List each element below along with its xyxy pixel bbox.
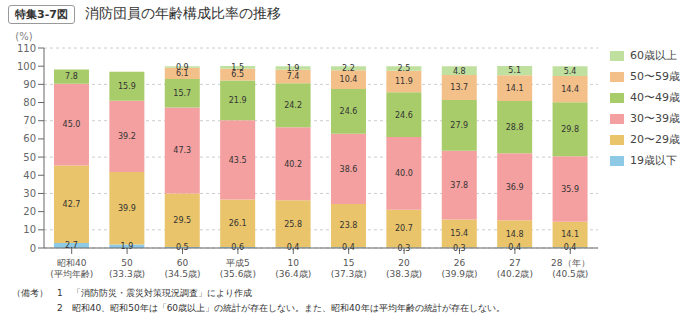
svg-text:2.7: 2.7 xyxy=(65,241,78,250)
svg-text:15(37.3歳): 15(37.3歳) xyxy=(331,258,367,279)
svg-text:27.9: 27.9 xyxy=(450,121,468,130)
svg-text:15.4: 15.4 xyxy=(450,229,468,238)
svg-text:26.1: 26.1 xyxy=(229,219,247,228)
html-text:消防団員の年齢構成比率の推移: 消防団員の年齢構成比率の推移 xyxy=(84,5,281,21)
svg-text:14.1: 14.1 xyxy=(561,230,579,239)
svg-text:24.6: 24.6 xyxy=(340,107,358,116)
svg-text:20(38.3歳): 20(38.3歳) xyxy=(386,258,422,279)
svg-text:42.7: 42.7 xyxy=(63,200,81,209)
svg-text:24.6: 24.6 xyxy=(395,111,413,120)
svg-text:0.9: 0.9 xyxy=(176,63,189,72)
svg-text:昭和40(平均年齢): 昭和40(平均年齢) xyxy=(50,258,93,279)
svg-text:平成5(35.6歳): 平成5(35.6歳) xyxy=(220,258,256,279)
svg-text:14.4: 14.4 xyxy=(561,85,579,94)
svg-text:14.8: 14.8 xyxy=(506,230,524,239)
svg-text:36.9: 36.9 xyxy=(506,183,524,192)
html-text:2 昭和40、昭和50年は「60歳以上」の統計が存在しない。: 2 昭和40、昭和50年は「60歳以上」の統計が存在しない。また、昭和40年は平… xyxy=(12,303,505,313)
html-text:特集3-7図: 特集3-7図 xyxy=(15,7,68,21)
svg-text:15.7: 15.7 xyxy=(173,89,191,98)
svg-text:6.5: 6.5 xyxy=(231,70,244,80)
svg-text:10: 10 xyxy=(23,224,36,235)
svg-text:5.4: 5.4 xyxy=(564,67,577,76)
svg-text:(%): (%) xyxy=(15,31,32,42)
svg-text:40: 40 xyxy=(23,170,36,181)
svg-text:1.9: 1.9 xyxy=(287,64,300,73)
svg-text:21.9: 21.9 xyxy=(229,96,247,105)
svg-text:24.2: 24.2 xyxy=(284,101,302,110)
svg-text:38.6: 38.6 xyxy=(340,165,358,174)
svg-text:60(34.5歳): 60(34.5歳) xyxy=(164,258,200,279)
html-text:50〜59歳: 50〜59歳 xyxy=(630,70,680,83)
svg-text:39.9: 39.9 xyxy=(118,204,136,213)
svg-text:28（年）(40.5歳): 28（年）(40.5歳) xyxy=(551,258,589,279)
svg-text:11.9: 11.9 xyxy=(395,77,413,86)
svg-text:110: 110 xyxy=(17,43,36,54)
html-text:20〜29歳: 20〜29歳 xyxy=(630,133,680,146)
svg-text:30: 30 xyxy=(23,188,36,199)
svg-text:1.9: 1.9 xyxy=(121,242,134,251)
svg-text:0: 0 xyxy=(30,243,36,254)
svg-text:28.8: 28.8 xyxy=(506,123,524,132)
svg-text:0.4: 0.4 xyxy=(287,243,300,252)
svg-text:50(33.3歳): 50(33.3歳) xyxy=(109,258,145,279)
svg-text:10.4: 10.4 xyxy=(340,75,358,84)
svg-text:20: 20 xyxy=(23,206,36,217)
html-text:（備考） 1 「消防防災・震災対策現況調査」により作成: （備考） 1 「消防防災・震災対策現況調査」により作成 xyxy=(12,288,252,298)
svg-text:0.5: 0.5 xyxy=(176,243,189,252)
svg-text:70: 70 xyxy=(23,115,36,126)
svg-text:13.7: 13.7 xyxy=(450,83,468,92)
svg-text:40.2: 40.2 xyxy=(284,160,302,169)
svg-text:45.0: 45.0 xyxy=(63,120,81,129)
svg-text:26(39.9歳): 26(39.9歳) xyxy=(441,258,477,279)
svg-text:7.4: 7.4 xyxy=(287,72,300,81)
svg-text:60: 60 xyxy=(23,133,36,144)
svg-text:27(40.2歳): 27(40.2歳) xyxy=(497,258,533,279)
svg-text:6.1: 6.1 xyxy=(175,69,189,79)
svg-text:10(36.4歳): 10(36.4歳) xyxy=(275,258,311,279)
svg-text:0.3: 0.3 xyxy=(398,244,411,253)
svg-text:2.2: 2.2 xyxy=(342,64,355,73)
svg-text:15.9: 15.9 xyxy=(118,82,136,91)
html-text:30〜39歳: 30〜39歳 xyxy=(630,112,680,125)
svg-text:90: 90 xyxy=(23,79,36,90)
svg-text:0.3: 0.3 xyxy=(453,244,466,253)
svg-text:50: 50 xyxy=(23,152,36,163)
svg-text:0.4: 0.4 xyxy=(342,243,355,252)
svg-text:0.4: 0.4 xyxy=(564,243,577,252)
html-text:19歳以下: 19歳以下 xyxy=(630,154,677,167)
svg-text:0.4: 0.4 xyxy=(508,243,521,252)
svg-text:2.5: 2.5 xyxy=(398,64,411,73)
svg-text:20.7: 20.7 xyxy=(395,224,413,233)
svg-text:100: 100 xyxy=(17,61,36,72)
svg-text:14.1: 14.1 xyxy=(506,84,524,93)
svg-text:23.8: 23.8 xyxy=(340,221,358,230)
svg-text:37.8: 37.8 xyxy=(450,181,468,190)
html-text:40〜49歳: 40〜49歳 xyxy=(630,91,680,104)
svg-text:1.5: 1.5 xyxy=(231,63,244,72)
svg-text:39.2: 39.2 xyxy=(118,132,136,141)
svg-text:0.6: 0.6 xyxy=(231,243,244,252)
svg-text:43.5: 43.5 xyxy=(229,156,247,165)
svg-text:29.5: 29.5 xyxy=(173,216,191,225)
svg-text:4.8: 4.8 xyxy=(453,67,466,76)
svg-text:25.8: 25.8 xyxy=(284,220,302,229)
svg-text:80: 80 xyxy=(23,97,36,108)
svg-text:40.0: 40.0 xyxy=(395,169,413,178)
svg-text:47.3: 47.3 xyxy=(173,146,191,155)
svg-text:35.9: 35.9 xyxy=(561,185,579,194)
svg-text:29.8: 29.8 xyxy=(561,125,579,134)
html-text:60歳以上: 60歳以上 xyxy=(630,49,677,62)
svg-text:5.1: 5.1 xyxy=(508,66,521,75)
svg-text:7.8: 7.8 xyxy=(65,72,78,81)
